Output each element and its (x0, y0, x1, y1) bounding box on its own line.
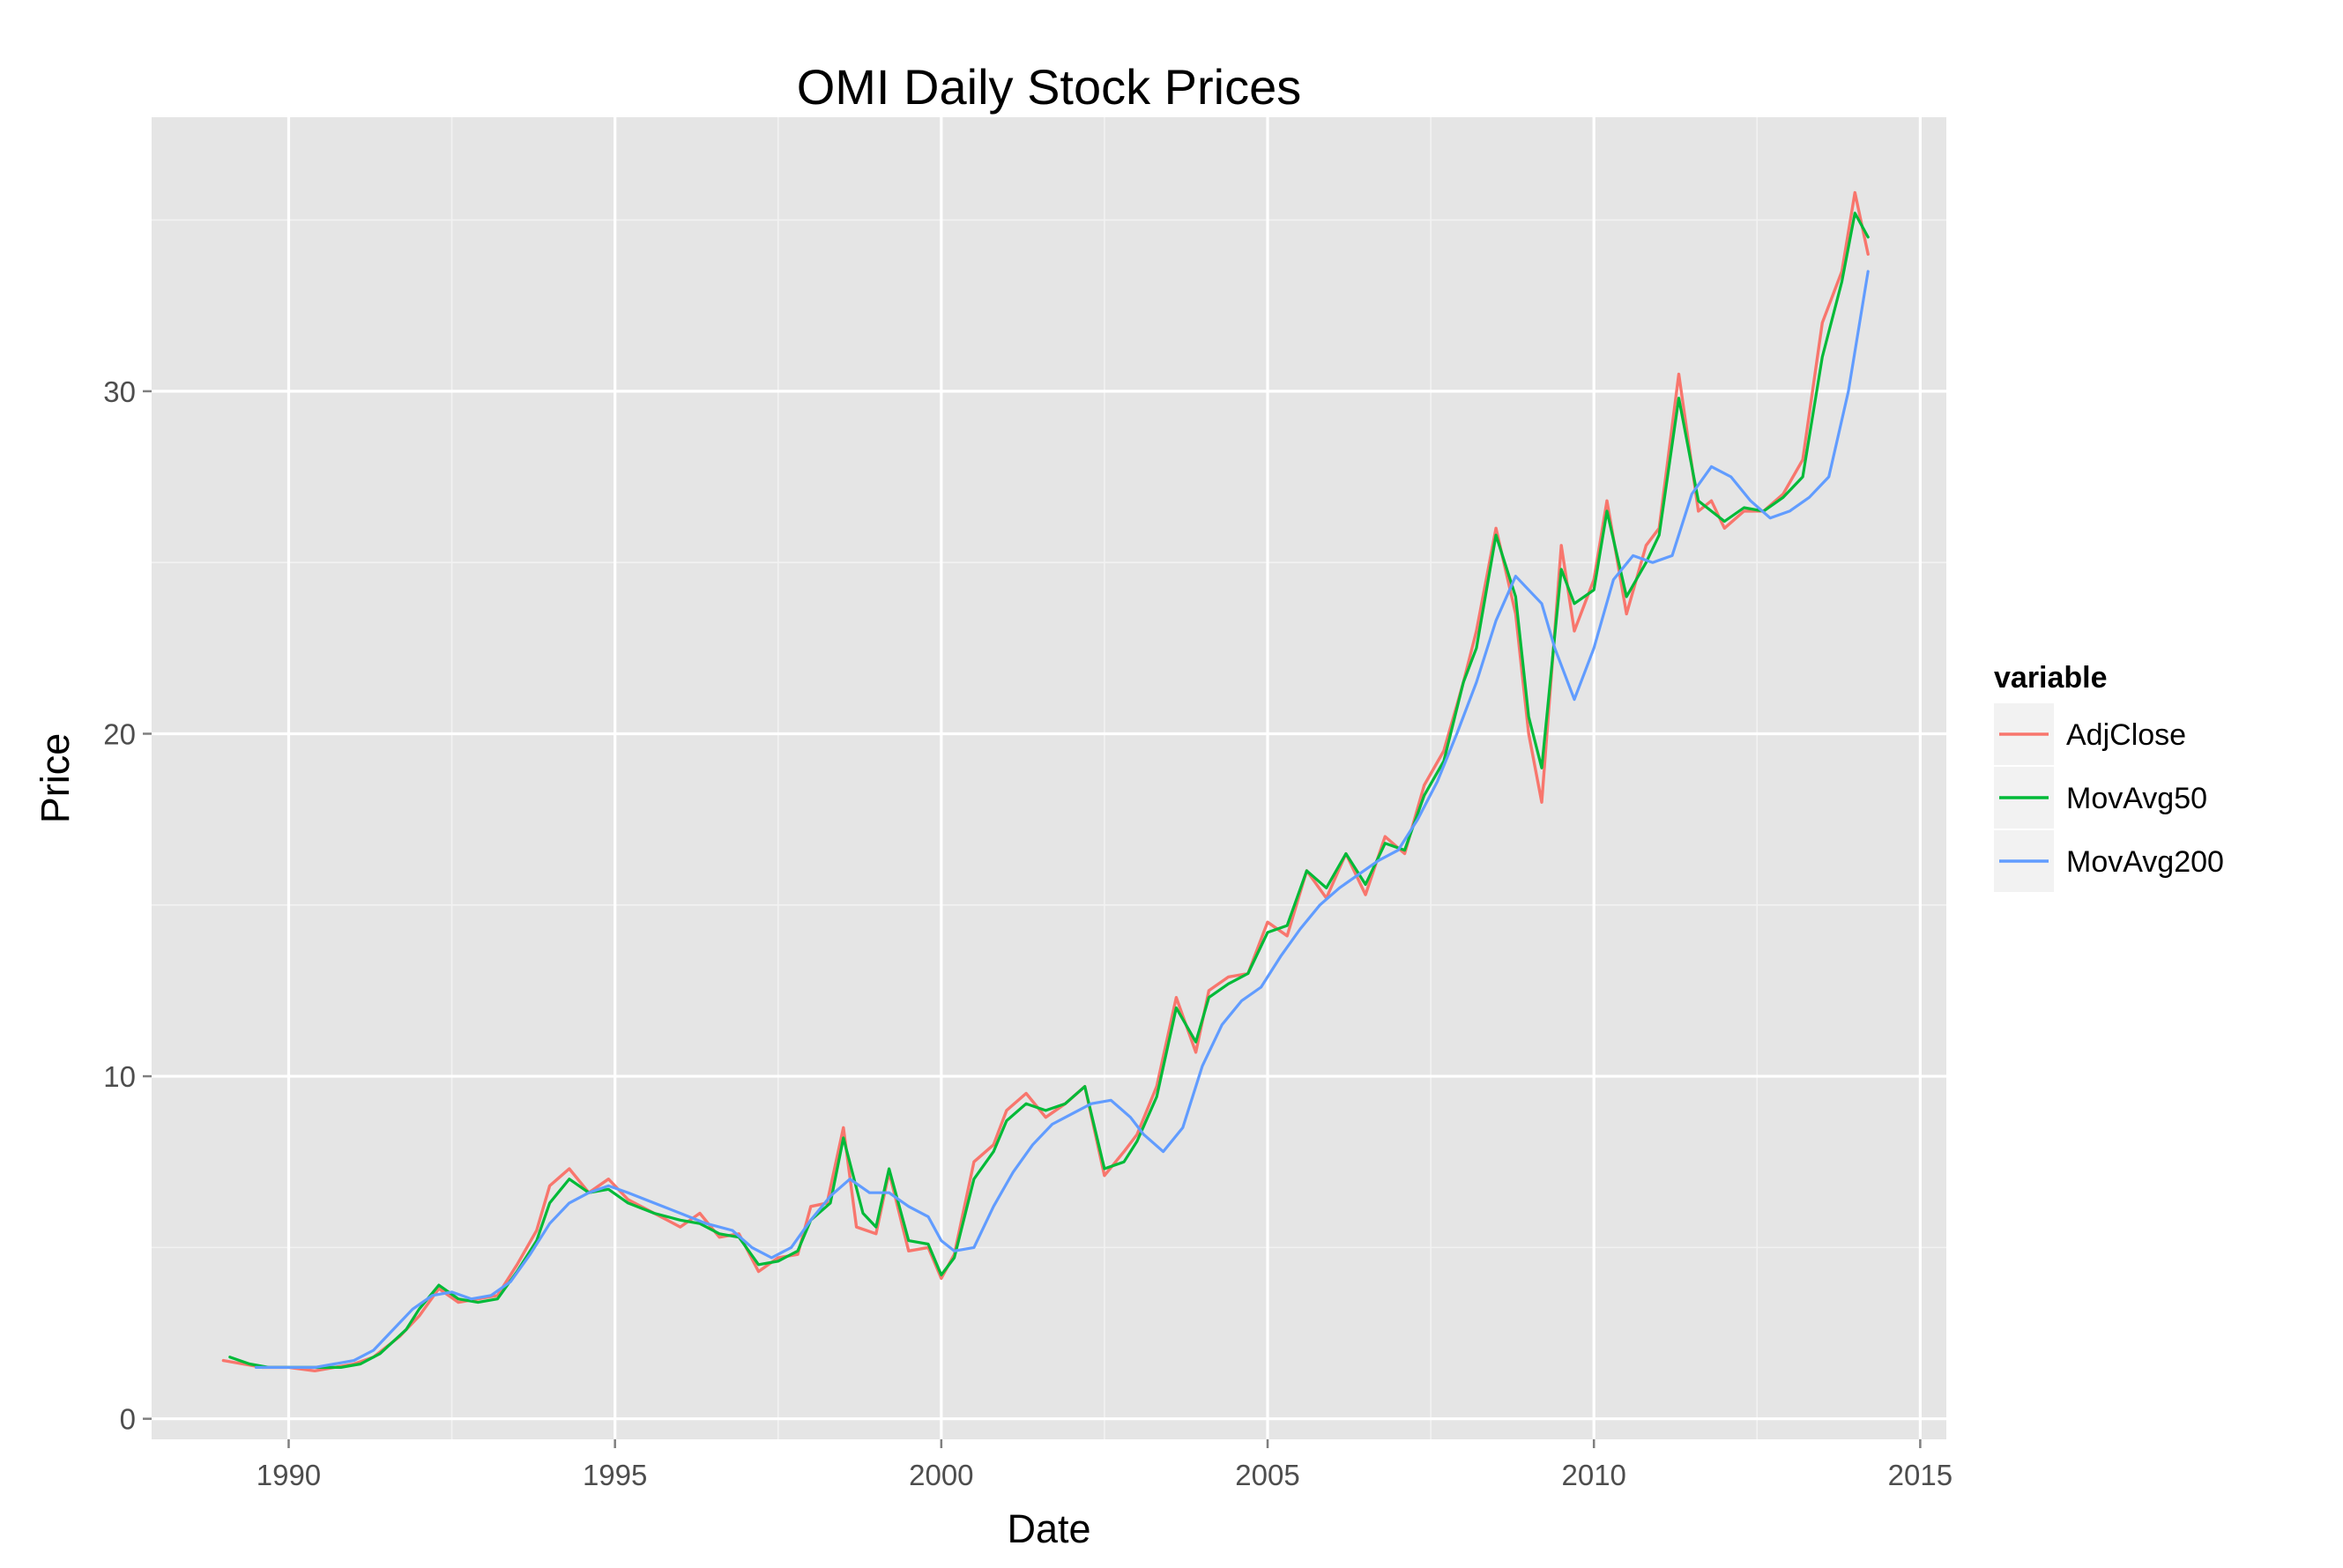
series-line-movavg50 (228, 212, 1870, 1370)
plot-panel (152, 117, 1946, 1439)
y-tick-label: 20 (103, 717, 136, 750)
x-axis-tick-labels: 1990 1995 2000 2005 2010 2015 (257, 1459, 1952, 1491)
legend-label-movavg50: MovAvg50 (2066, 782, 2207, 815)
minor-gridlines (152, 117, 1946, 1439)
axis-ticks (143, 390, 1922, 1448)
y-tick-label: 30 (103, 375, 136, 408)
x-tick-label: 2005 (1235, 1459, 1299, 1491)
x-tick-label: 2010 (1561, 1459, 1625, 1491)
x-axis-title: Date (1007, 1506, 1090, 1551)
legend-label-movavg200: MovAvg200 (2066, 845, 2224, 879)
y-axis-title: Price (33, 733, 78, 824)
y-tick-label: 0 (120, 1403, 136, 1436)
x-tick-label: 2000 (909, 1459, 973, 1491)
legend: variable AdjClose MovAvg50 MovAvg200 (1994, 661, 2224, 892)
x-tick-label: 1995 (583, 1459, 647, 1491)
major-gridlines (152, 117, 1946, 1439)
y-tick-label: 10 (103, 1060, 136, 1093)
series-lines (221, 190, 1870, 1373)
series-line-movavg200 (254, 270, 1870, 1370)
x-tick-label: 2015 (1888, 1459, 1952, 1491)
legend-items: AdjClose MovAvg50 MovAvg200 (1994, 703, 2224, 892)
legend-title: variable (1994, 661, 2108, 695)
y-axis-tick-labels: 0 10 20 30 (103, 375, 136, 1436)
x-tick-label: 1990 (257, 1459, 321, 1491)
legend-label-adjclose: AdjClose (2066, 718, 2186, 752)
chart-title: OMI Daily Stock Prices (797, 59, 1302, 115)
